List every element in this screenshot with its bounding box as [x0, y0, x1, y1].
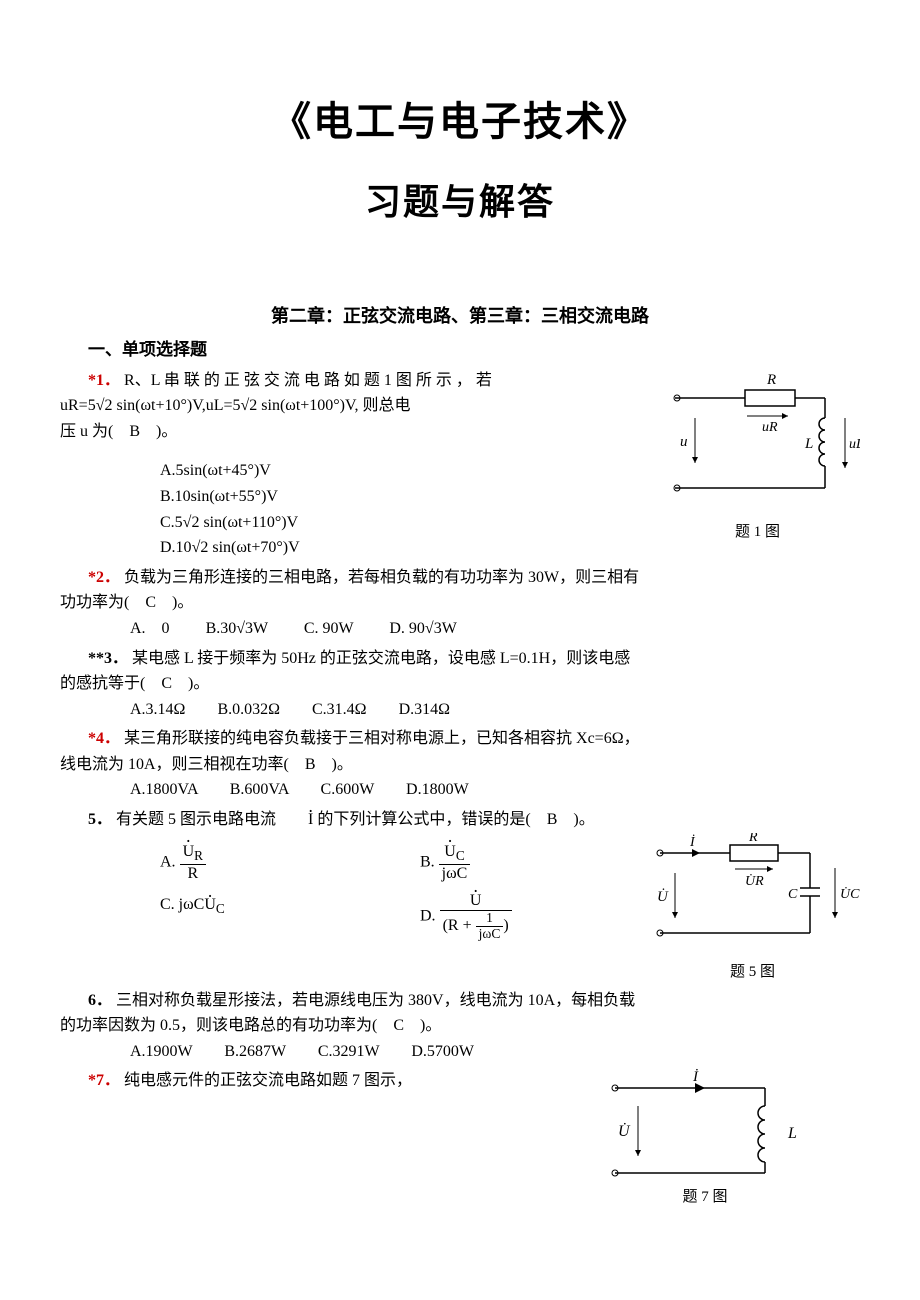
question-6: 6． 三相对称负载星形接法，若电源线电压为 380V，线电流为 10A，每相负载…: [60, 988, 860, 1065]
q1-opt-d-pre: D.10: [160, 539, 192, 556]
q4-stem-a: 某三角形联接的纯电容负载接于三相对称电源上，已知各相容抗 Xc=6Ω，: [124, 730, 640, 747]
sub-title: 习题与解答: [60, 174, 860, 232]
svg-text:u: u: [680, 434, 688, 450]
q1-stem-e: 压 u 为( B )。: [60, 419, 645, 445]
svg-text:L: L: [804, 436, 813, 452]
q2-stem-a: 负载为三角形连接的三相电路，若每相负载的有功功率为 30W，则三相有: [124, 569, 639, 586]
q5-stem: 有关题 5 图示电路电流 I 的下列计算公式中，错误的是( B )。: [116, 811, 595, 828]
q5-opt-a: A. URR: [160, 843, 310, 882]
question-4: *4． 某三角形联接的纯电容负载接于三相对称电源上，已知各相容抗 Xc=6Ω， …: [60, 726, 860, 803]
svg-text:U̇: U̇: [618, 1123, 631, 1140]
q3-stem-a: 某电感 L 接于频率为 50Hz 的正弦交流电路，设电感 L=0.1H，则该电感: [132, 650, 630, 667]
svg-text:U̇C: U̇C: [840, 885, 860, 901]
q6-num: 6．: [88, 992, 112, 1009]
q6-stem-b: 的功率因数为 0.5，则该电路总的有功功率为( C )。: [60, 1013, 860, 1039]
q1-stem-b: uR=5: [60, 397, 96, 414]
q2-opt-a: A. 0: [130, 620, 170, 637]
q2-opt-b-pre: B.30: [206, 620, 237, 637]
question-2: *2． 负载为三角形连接的三相电路，若每相负载的有功功率为 30W，则三相有 功…: [60, 565, 860, 642]
svg-text:C: C: [788, 887, 798, 902]
q1-opt-c-pre: C.5: [160, 514, 183, 531]
q1-num: *1．: [88, 372, 120, 389]
sqrt2-icon: √2: [96, 393, 113, 419]
q4-opts: A.1800VA B.600VA C.600W D.1800W: [60, 777, 860, 803]
q4-stem-b: 线电流为 10A，则三相视在功率( B )。: [60, 752, 860, 778]
q2-stem-b: 功功率为( C )。: [60, 590, 860, 616]
q7-num: *7．: [88, 1072, 120, 1089]
q2-num: *2．: [88, 569, 120, 586]
q1-opt-a: A.5sin(ωt+45°)V: [60, 458, 645, 484]
q1-opt-c-post: sin(ωt+110°)V: [203, 514, 298, 531]
q5-opt-d: D. U (R + 1jωC): [420, 892, 570, 942]
question-5: 5． 有关题 5 图示电路电流 I 的下列计算公式中，错误的是( B )。 A.…: [60, 807, 860, 984]
svg-text:uL: uL: [849, 437, 860, 452]
q3-opts: A.3.14Ω B.0.032Ω C.31.4Ω D.314Ω: [60, 697, 860, 723]
sqrt3-icon: √3: [425, 616, 442, 642]
q3-num: **3．: [88, 650, 128, 667]
question-7: *7． 纯电感元件的正弦交流电路如题 7 图示， İ U̇ L 题 7 图: [60, 1068, 860, 1209]
q1-stem-c: sin(ωt+10°)V,uL=5: [116, 397, 240, 414]
q5-opt-b: B. UCjωC: [420, 843, 570, 882]
sqrt2-icon: √2: [241, 393, 258, 419]
q5-figcap: 题 5 图: [645, 960, 860, 984]
q6-stem-a: 三相对称负载星形接法，若电源线电压为 380V，线电流为 10A，每相负载: [116, 992, 635, 1009]
svg-text:İ: İ: [689, 834, 696, 850]
q7-figure: İ U̇ L 题 7 图: [590, 1068, 820, 1209]
q4-num: *4．: [88, 730, 120, 747]
q2-opt-c: C. 90W: [304, 620, 353, 637]
q1-opt-d-post: sin(ωt+70°)V: [212, 539, 299, 556]
q3-stem-b: 的感抗等于( C )。: [60, 671, 860, 697]
circuit-diagram-icon: İ U̇ L: [590, 1068, 820, 1183]
q5-figure: İ R U̇R C U̇ U̇C: [645, 833, 860, 984]
sqrt3-icon: √3: [236, 616, 253, 642]
main-title: 《电工与电子技术》: [60, 90, 860, 154]
q1-opt-b: B.10sin(ωt+55°)V: [60, 484, 645, 510]
q1-stem-d: sin(ωt+100°)V, 则总电: [261, 397, 410, 414]
svg-text:U̇: U̇: [657, 888, 669, 904]
q1-figure: R uR u L uL 题 1 图: [655, 368, 860, 544]
svg-text:İ: İ: [692, 1069, 699, 1085]
q2-opt-b-post: W: [253, 620, 268, 637]
svg-text:L: L: [787, 1125, 797, 1142]
svg-text:U̇R: U̇R: [745, 872, 764, 888]
q7-stem: 纯电感元件的正弦交流电路如题 7 图示，: [124, 1072, 412, 1089]
q5-num: 5．: [88, 811, 112, 828]
section-heading: 一、单项选择题: [60, 336, 860, 363]
svg-text:R: R: [766, 372, 776, 388]
q1-figcap: 题 1 图: [655, 520, 860, 544]
question-3: **3． 某电感 L 接于频率为 50Hz 的正弦交流电路，设电感 L=0.1H…: [60, 646, 860, 723]
svg-text:R: R: [748, 833, 758, 845]
chapter-heading: 第二章：正弦交流电路、第三章：三相交流电路: [60, 302, 860, 331]
sqrt2-icon: √2: [183, 510, 200, 536]
q7-figcap: 题 7 图: [590, 1185, 820, 1209]
circuit-diagram-icon: İ R U̇R C U̇ U̇C: [645, 833, 860, 958]
q6-opts: A.1900W B.2687W C.3291W D.5700W: [60, 1039, 860, 1065]
q2-opt-d-pre: D. 90: [389, 620, 425, 637]
q1-stem-a: R、L 串 联 的 正 弦 交 流 电 路 如 题 1 图 所 示 ， 若: [124, 372, 492, 389]
sqrt2-icon: √2: [192, 535, 209, 561]
question-1: *1． R、L 串 联 的 正 弦 交 流 电 路 如 题 1 图 所 示 ， …: [60, 368, 860, 561]
q2-opt-d-post: W: [442, 620, 457, 637]
svg-text:uR: uR: [762, 420, 778, 435]
circuit-diagram-icon: R uR u L uL: [655, 368, 860, 518]
q5-opt-c: C. jωCUC: [160, 892, 310, 942]
